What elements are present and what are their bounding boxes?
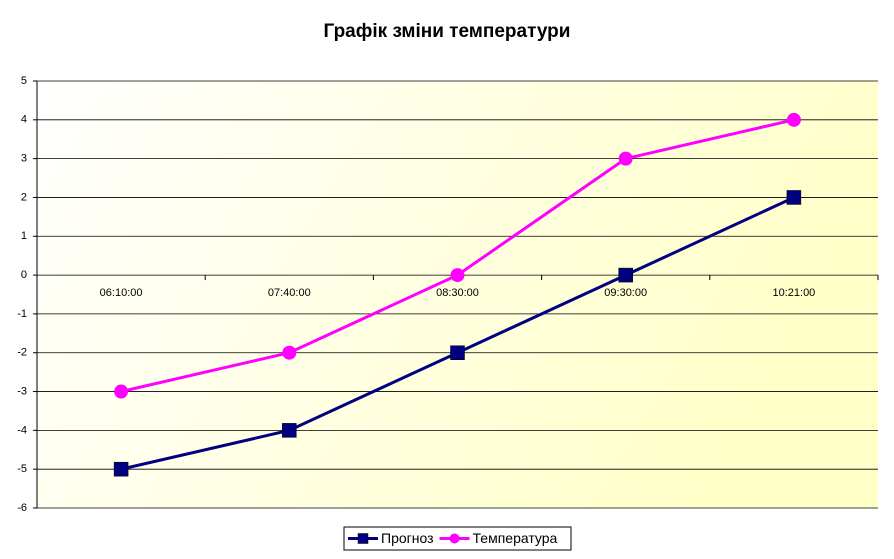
- marker: [618, 267, 633, 283]
- marker: [786, 190, 802, 205]
- marker: [450, 268, 465, 283]
- x-tick-label: 10:21:00: [772, 287, 815, 299]
- y-tick-label: -1: [17, 308, 27, 320]
- marker: [357, 533, 369, 544]
- marker: [450, 345, 465, 360]
- x-tick-label: 08:30:00: [436, 287, 479, 299]
- legend-label: Температура: [473, 530, 558, 546]
- marker: [449, 533, 460, 544]
- y-tick-label: 3: [21, 153, 27, 165]
- marker: [786, 112, 801, 127]
- marker: [113, 461, 129, 477]
- y-tick-label: -6: [17, 502, 27, 514]
- x-tick-label: 07:40:00: [268, 287, 311, 299]
- legend-label: Прогноз: [381, 530, 434, 546]
- x-tick-label: 09:30:00: [604, 287, 647, 299]
- chart-title: Графік зміни температури: [324, 21, 571, 42]
- marker: [114, 384, 129, 399]
- marker: [282, 423, 297, 438]
- y-tick-label: 2: [21, 191, 27, 203]
- y-tick-label: -3: [17, 385, 27, 397]
- x-tick-label: 06:10:00: [100, 287, 143, 299]
- y-tick-label: -5: [17, 463, 27, 475]
- marker: [282, 345, 297, 360]
- y-tick-label: 5: [21, 75, 27, 87]
- y-tick-label: 4: [21, 114, 27, 126]
- y-tick-label: 0: [21, 269, 27, 281]
- y-tick-label: -4: [17, 424, 27, 436]
- marker: [618, 151, 633, 166]
- plot-area: [37, 81, 878, 508]
- y-tick-label: -2: [17, 347, 27, 359]
- y-tick-label: 1: [21, 230, 27, 242]
